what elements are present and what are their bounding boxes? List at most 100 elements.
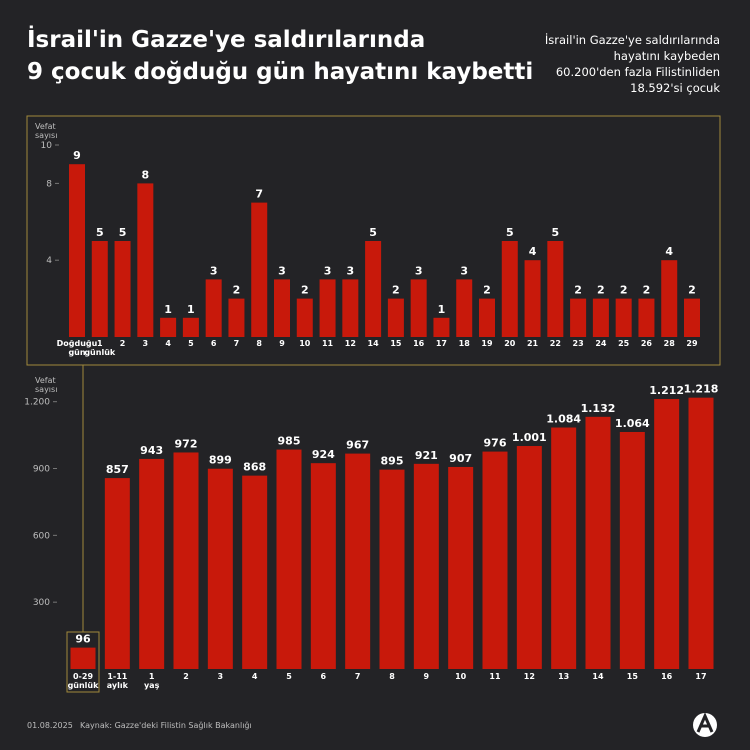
value-label: 1 (164, 303, 172, 316)
value-label: 1.212 (649, 384, 684, 397)
bar (242, 475, 268, 669)
bar (69, 164, 85, 337)
x-tick-label: 1 günlük (84, 339, 116, 357)
bar (310, 463, 336, 669)
value-label: 5 (119, 226, 127, 239)
value-label: 921 (415, 449, 438, 462)
value-label: 943 (140, 444, 163, 457)
date: 01.08.2025 (27, 721, 73, 730)
bar (251, 202, 268, 337)
x-tick-label: 8 (389, 672, 395, 681)
x-tick-label: 1-11 aylık (107, 672, 129, 690)
x-tick-label: 4 (252, 672, 258, 681)
subtitle-line: hayatını kaybeden (614, 49, 720, 63)
bar (413, 463, 439, 669)
y-tick-label: 900 (33, 465, 50, 475)
bar (296, 298, 313, 337)
chart-frame (26, 115, 721, 366)
value-label: 1.218 (684, 383, 719, 396)
bar (182, 317, 199, 337)
bar (456, 279, 473, 337)
x-tick-label: Doğduğu gün (57, 339, 98, 357)
value-label: 5 (96, 226, 104, 239)
x-tick-label: 16 (661, 672, 673, 681)
x-tick-label: 0-29 günlük (68, 672, 100, 690)
y-tick-label: 4 (46, 256, 52, 266)
bar (207, 468, 233, 669)
y-tick-label: 300 (33, 598, 50, 608)
bar (345, 453, 371, 669)
value-label: 2 (301, 284, 309, 297)
x-tick-label: 16 (413, 339, 425, 348)
value-label: 5 (369, 226, 377, 239)
bar (276, 449, 302, 669)
value-label: 1.132 (581, 402, 616, 415)
logo-mark (696, 712, 714, 733)
bar (228, 298, 245, 337)
y-tick-label: 600 (33, 531, 50, 541)
x-tick-label: 12 (524, 672, 535, 681)
x-tick-label: 7 (355, 672, 361, 681)
x-tick-label: 6 (211, 339, 217, 348)
x-tick-label: 10 (455, 672, 467, 681)
subtitle-line: 18.592'si çocuk (630, 81, 720, 95)
bar (114, 241, 131, 337)
y-tick-label: 8 (46, 179, 52, 189)
value-label: 985 (278, 435, 301, 448)
x-tick-label: 5 (286, 672, 292, 681)
bar (547, 241, 564, 337)
source: Kaynak: Gazze'deki Filistin Sağlık Bakan… (80, 721, 252, 730)
x-tick-label: 13 (558, 672, 569, 681)
value-label: 3 (347, 264, 355, 277)
value-label: 967 (346, 439, 369, 452)
value-label: 2 (688, 284, 696, 297)
subtitle-line: İsrail'in Gazze'ye saldırılarında (545, 32, 720, 47)
x-tick-label: 11 (322, 339, 334, 348)
y-tick-label: 1.200 (24, 398, 50, 408)
x-tick-label: 5 (188, 339, 194, 348)
bar (274, 279, 290, 337)
value-label: 857 (106, 463, 129, 476)
value-label: 3 (324, 264, 332, 277)
x-tick-label: 9 (424, 672, 430, 681)
bar (379, 469, 405, 669)
bar (205, 279, 222, 337)
value-label: 5 (552, 226, 560, 239)
bar (104, 478, 130, 669)
x-tick-label: 15 (627, 672, 639, 681)
value-label: 3 (278, 264, 286, 277)
y-axis-label: Vefat sayısı (35, 122, 57, 140)
value-label: 868 (243, 461, 266, 474)
x-tick-label: 2 (183, 672, 189, 681)
bar (70, 647, 96, 669)
bar (516, 446, 542, 669)
value-label: 2 (620, 284, 628, 297)
bar (482, 451, 508, 669)
highlight-frame (66, 631, 100, 693)
value-label: 2 (483, 284, 491, 297)
value-label: 1 (438, 303, 446, 316)
x-tick-label: 29 (686, 339, 698, 348)
value-label: 972 (175, 437, 198, 450)
x-tick-label: 20 (504, 339, 516, 348)
value-label: 3 (415, 264, 423, 277)
bar (319, 279, 336, 337)
value-label: 96 (75, 633, 91, 646)
bar (137, 183, 154, 337)
x-tick-label: 3 (143, 339, 149, 348)
x-tick-label: 6 (321, 672, 327, 681)
x-tick-label: 24 (595, 339, 607, 348)
value-label: 2 (597, 284, 605, 297)
value-label: 5 (506, 226, 514, 239)
bar (139, 458, 165, 669)
title-line: İsrail'in Gazze'ye saldırılarında (27, 25, 425, 53)
x-tick-label: 4 (165, 339, 171, 348)
bar (615, 298, 632, 337)
x-tick-label: 9 (279, 339, 285, 348)
bar (410, 279, 427, 337)
bar (160, 317, 177, 337)
value-label: 4 (665, 245, 673, 258)
x-tick-label: 7 (234, 339, 240, 348)
